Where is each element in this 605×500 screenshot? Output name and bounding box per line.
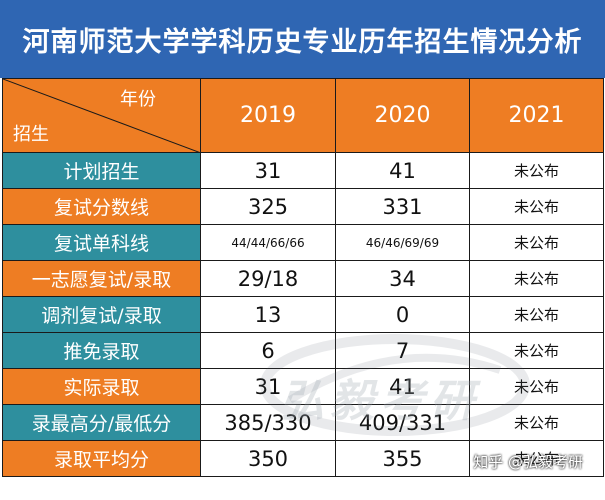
admission-table: 年份 招生 2019 2020 2021 计划招生 31 41 未公布 复试分数… <box>2 78 604 477</box>
year-header-2020: 2020 <box>335 78 470 153</box>
cell-value: 355 <box>335 440 470 477</box>
table-row: 推免录取 6 7 未公布 <box>2 332 604 369</box>
year-header-2019: 2019 <box>200 78 336 153</box>
cell-value: 350 <box>200 440 336 477</box>
row-label: 录取平均分 <box>2 440 201 477</box>
cell-value: 未公布 <box>469 152 604 189</box>
cell-value: 未公布 <box>469 188 604 225</box>
row-label: 计划招生 <box>2 152 201 189</box>
table-row: 实际录取 31 41 未公布 <box>2 368 604 405</box>
corner-year-label: 年份 <box>120 89 156 110</box>
cell-value: 未公布 <box>469 440 604 477</box>
page-title: 河南师范大学学科历史专业历年招生情况分析 <box>0 0 605 78</box>
row-label: 推免录取 <box>2 332 201 369</box>
cell-value: 46/46/69/69 <box>335 224 470 261</box>
header-corner-cell: 年份 招生 <box>2 78 201 153</box>
cell-value: 0 <box>335 296 470 333</box>
cell-value: 41 <box>335 152 470 189</box>
row-label: 调剂复试/录取 <box>2 296 201 333</box>
cell-value: 331 <box>335 188 470 225</box>
table-row: 计划招生 31 41 未公布 <box>2 152 604 189</box>
cell-value: 未公布 <box>469 368 604 405</box>
cell-value: 409/331 <box>335 404 470 441</box>
diagonal-divider <box>3 79 199 152</box>
cell-value: 13 <box>200 296 336 333</box>
cell-value: 385/330 <box>200 404 336 441</box>
row-label: 实际录取 <box>2 368 201 405</box>
table-row: 调剂复试/录取 13 0 未公布 <box>2 296 604 333</box>
corner-admission-label: 招生 <box>13 124 49 145</box>
table-row: 一志愿复试/录取 29/18 34 未公布 <box>2 260 604 297</box>
cell-value: 未公布 <box>469 404 604 441</box>
cell-value: 31 <box>200 152 336 189</box>
cell-value: 未公布 <box>469 224 604 261</box>
row-label: 复试分数线 <box>2 188 201 225</box>
row-label: 录最高分/最低分 <box>2 404 201 441</box>
cell-value: 44/44/66/66 <box>200 224 336 261</box>
table-row: 录取平均分 350 355 未公布 <box>2 440 604 477</box>
cell-value: 7 <box>335 332 470 369</box>
header-row: 年份 招生 2019 2020 2021 <box>2 78 604 153</box>
row-label: 复试单科线 <box>2 224 201 261</box>
cell-value: 6 <box>200 332 336 369</box>
table-row: 复试单科线 44/44/66/66 46/46/69/69 未公布 <box>2 224 604 261</box>
cell-value: 31 <box>200 368 336 405</box>
cell-value: 未公布 <box>469 296 604 333</box>
cell-value: 325 <box>200 188 336 225</box>
cell-value: 34 <box>335 260 470 297</box>
table-row: 复试分数线 325 331 未公布 <box>2 188 604 225</box>
cell-value: 41 <box>335 368 470 405</box>
cell-value: 未公布 <box>469 332 604 369</box>
cell-value: 未公布 <box>469 260 604 297</box>
table-row: 录最高分/最低分 385/330 409/331 未公布 <box>2 404 604 441</box>
row-label: 一志愿复试/录取 <box>2 260 201 297</box>
year-header-2021: 2021 <box>469 78 604 153</box>
cell-value: 29/18 <box>200 260 336 297</box>
